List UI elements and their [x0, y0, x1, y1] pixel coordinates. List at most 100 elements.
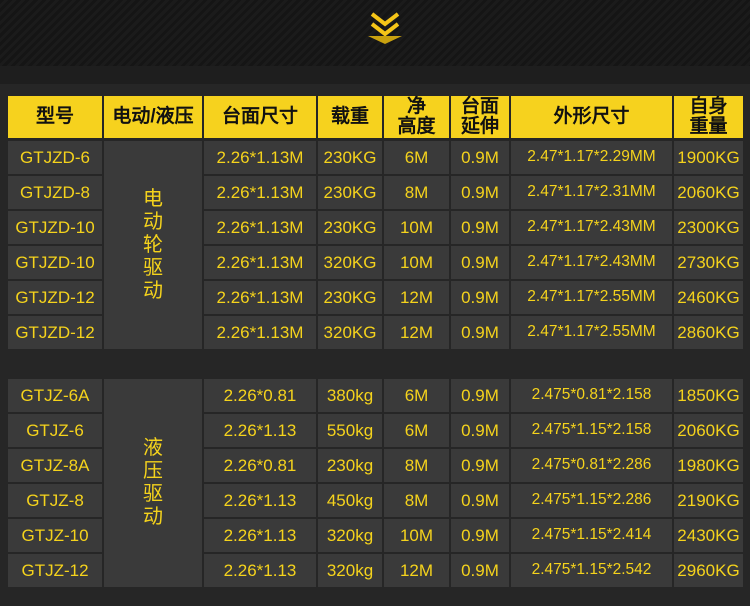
table-cell: 2.47*1.17*2.29MM: [511, 141, 672, 174]
cell-text: 2.47*1.17*2.55MM: [527, 323, 656, 341]
table-cell: 380kg: [318, 379, 382, 412]
cell-text: 0.9M: [461, 147, 499, 167]
table-cell: 2.26*1.13M: [204, 141, 316, 174]
cell-text: GTJZ-6A: [20, 385, 90, 405]
table-cell: 2430KG: [674, 519, 743, 552]
table-cell: 2.26*1.13M: [204, 211, 316, 244]
table-cell: 230KG: [318, 141, 382, 174]
table-cell: 12M: [384, 554, 449, 587]
table-cell: 2.26*0.81: [204, 449, 316, 482]
cell-text: 320KG: [323, 252, 377, 272]
cell-text: 2.26*1.13: [223, 420, 297, 440]
cell-text: 2.475*0.81*2.286: [531, 456, 652, 474]
table-cell: 2.26*1.13: [204, 484, 316, 517]
table-cell: 2.26*1.13M: [204, 176, 316, 209]
cell-text: 2.26*1.13M: [216, 182, 304, 202]
table-cell: 2.26*1.13M: [204, 246, 316, 279]
cell-text: 电动/液压: [112, 106, 194, 128]
cell-text: 型号: [35, 106, 74, 128]
cell-text: 12M: [399, 322, 434, 342]
cell-text: 2.475*1.15*2.414: [531, 526, 652, 544]
cell-text: 台面: [460, 96, 499, 118]
cell-text: 320KG: [323, 322, 377, 342]
table-cell: 550kg: [318, 414, 382, 447]
header-cell: 净高度: [384, 96, 449, 138]
table-cell: GTJZ-12: [8, 554, 102, 587]
cell-text: 2.26*1.13: [223, 560, 297, 580]
cell-text: GTJZ-10: [21, 525, 89, 545]
cell-text: 2.26*1.13M: [216, 147, 304, 167]
table-cell: GTJZD-12: [8, 281, 102, 314]
table-cell: 0.9M: [451, 484, 509, 517]
table-cell: 2.26*1.13: [204, 554, 316, 587]
table-cell: 230KG: [318, 211, 382, 244]
cell-text: 电动轮驱动: [143, 187, 163, 302]
cell-text: 0.9M: [461, 217, 499, 237]
table-cell: 2730KG: [674, 246, 743, 279]
table-cell: 2460KG: [674, 281, 743, 314]
cell-text: GTJZD-8: [20, 182, 90, 202]
cell-text: 2060KG: [677, 420, 740, 440]
cell-text: 2.26*1.13M: [216, 252, 304, 272]
cell-text: 0.9M: [461, 322, 499, 342]
cell-text: 液压驱动: [143, 437, 163, 528]
cell-text: 8M: [404, 490, 429, 510]
cell-text: 1850KG: [677, 385, 740, 405]
cell-text: 2.475*0.81*2.158: [531, 386, 652, 404]
table-cell: 0.9M: [451, 281, 509, 314]
table-cell: 0.9M: [451, 414, 509, 447]
table-cell: 2960KG: [674, 554, 743, 587]
table-cell: 2.475*0.81*2.158: [511, 379, 672, 412]
cell-text: 2060KG: [677, 182, 740, 202]
header-cell: 载重: [318, 96, 382, 138]
cell-text: 380kg: [326, 385, 374, 405]
table-cell: 12M: [384, 281, 449, 314]
cell-text: GTJZD-10: [15, 252, 95, 272]
drive-cell: 电动轮驱动: [104, 141, 202, 349]
table-cell: 1980KG: [674, 449, 743, 482]
table-cell: 6M: [384, 414, 449, 447]
table-cell: 2.475*1.15*2.158: [511, 414, 672, 447]
table-cell: 12M: [384, 316, 449, 349]
cell-text: 0.9M: [461, 252, 499, 272]
cell-text: GTJZD-12: [15, 322, 95, 342]
cell-text: 2.26*1.13M: [216, 322, 304, 342]
table-cell: 2190KG: [674, 484, 743, 517]
top-banner: [0, 0, 750, 66]
cell-text: 重量: [689, 116, 728, 137]
table-cell: 230KG: [318, 281, 382, 314]
cell-text: 230kg: [326, 455, 374, 475]
cell-text: GTJZ-8A: [20, 455, 90, 475]
cell-text: 230KG: [323, 217, 377, 237]
cell-text: 2.47*1.17*2.43MM: [527, 218, 656, 236]
header-cell: 电动/液压: [104, 96, 202, 138]
cell-text: 6M: [404, 385, 429, 405]
header-cell: 台面尺寸: [204, 96, 316, 138]
table-cell: 2.475*1.15*2.542: [511, 554, 672, 587]
cell-text: 230KG: [323, 182, 377, 202]
table-cell: 10M: [384, 211, 449, 244]
cell-text: 0.9M: [461, 287, 499, 307]
table-cell: 2.47*1.17*2.55MM: [511, 281, 672, 314]
table-cell: GTJZ-8A: [8, 449, 102, 482]
table-cell: 2.26*0.81: [204, 379, 316, 412]
cell-text: 6M: [404, 420, 429, 440]
cell-text: 2190KG: [677, 490, 740, 510]
table-cell: 10M: [384, 519, 449, 552]
table-cell: 2.47*1.17*2.43MM: [511, 211, 672, 244]
cell-text: 2730KG: [677, 252, 740, 272]
cell-text: 10M: [399, 217, 434, 237]
cell-text: 12M: [399, 287, 434, 307]
table-cell: 0.9M: [451, 176, 509, 209]
cell-text: 0.9M: [461, 455, 499, 475]
table-cell: 320kg: [318, 519, 382, 552]
cell-text: 2.47*1.17*2.55MM: [527, 288, 656, 306]
table-cell: 320KG: [318, 246, 382, 279]
table-cell: GTJZ-6A: [8, 379, 102, 412]
table-cell: 2.26*1.13: [204, 414, 316, 447]
cell-text: 8M: [404, 455, 429, 475]
cell-text: 0.9M: [461, 560, 499, 580]
cell-text: 0.9M: [461, 490, 499, 510]
cell-text: GTJZD-6: [20, 147, 90, 167]
cell-text: 外形尺寸: [553, 106, 630, 128]
